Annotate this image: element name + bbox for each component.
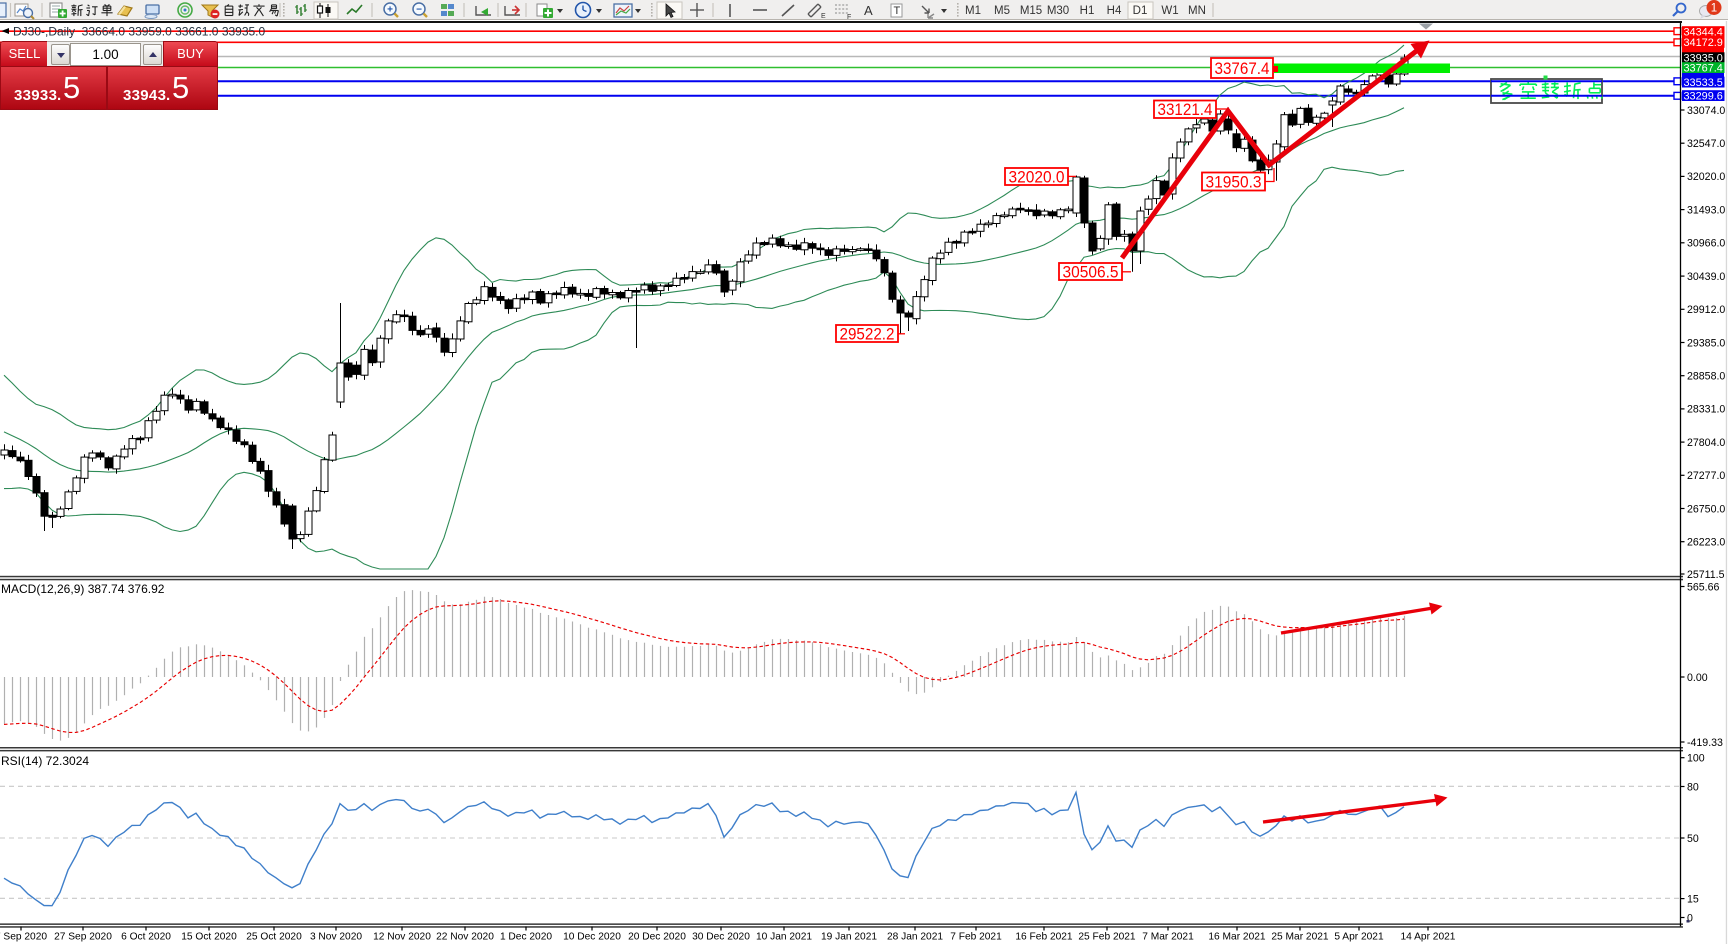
svg-text:20 Dec 2020: 20 Dec 2020: [628, 932, 686, 943]
svg-text:25711.5: 25711.5: [1687, 569, 1725, 581]
svg-text:7 Mar 2021: 7 Mar 2021: [1142, 932, 1194, 943]
svg-text:32020.0: 32020.0: [1687, 171, 1725, 183]
svg-text:3 Nov 2020: 3 Nov 2020: [310, 932, 362, 943]
svg-text:33074.0: 33074.0: [1687, 105, 1725, 117]
svg-text:M1: M1: [965, 5, 981, 17]
svg-text:29522.2: 29522.2: [840, 325, 895, 343]
svg-text:15: 15: [1687, 893, 1699, 905]
svg-text:0.00: 0.00: [1687, 672, 1708, 684]
svg-text:16 Mar 2021: 16 Mar 2021: [1208, 932, 1266, 943]
svg-text:32020.0: 32020.0: [1009, 168, 1065, 186]
svg-text:T: T: [894, 5, 901, 17]
svg-text:33121.4: 33121.4: [1158, 101, 1213, 119]
svg-text:5 Apr 2021: 5 Apr 2021: [1334, 932, 1384, 943]
svg-text:27277.0: 27277.0: [1687, 470, 1725, 482]
svg-text:14 Apr 2021: 14 Apr 2021: [1401, 932, 1456, 943]
svg-text:30 Dec 2020: 30 Dec 2020: [692, 932, 750, 943]
svg-text:1: 1: [1711, 3, 1717, 15]
svg-text:33299.6: 33299.6: [1684, 90, 1723, 102]
svg-text:33767.4: 33767.4: [1215, 60, 1270, 78]
svg-text:32547.0: 32547.0: [1687, 138, 1725, 150]
svg-text:31493.0: 31493.0: [1687, 204, 1725, 216]
svg-text:W1: W1: [1161, 5, 1178, 17]
svg-text:26750.0: 26750.0: [1687, 503, 1725, 515]
svg-text:34172.9: 34172.9: [1684, 37, 1723, 49]
svg-text:30506.5: 30506.5: [1063, 263, 1119, 281]
svg-text:50: 50: [1687, 833, 1699, 845]
svg-text:RSI(14) 72.3024: RSI(14) 72.3024: [1, 754, 89, 768]
svg-text:16 Feb 2021: 16 Feb 2021: [1015, 932, 1073, 943]
svg-text:100: 100: [1687, 753, 1705, 765]
svg-text:M5: M5: [994, 5, 1010, 17]
svg-text:-419.33: -419.33: [1687, 737, 1723, 749]
svg-text:25 Mar 2021: 25 Mar 2021: [1271, 932, 1329, 943]
svg-text:22 Nov 2020: 22 Nov 2020: [436, 932, 494, 943]
svg-text:33767.4: 33767.4: [1684, 62, 1723, 74]
svg-text:1 Dec 2020: 1 Dec 2020: [500, 932, 552, 943]
svg-text:15 Oct 2020: 15 Oct 2020: [181, 932, 237, 943]
svg-text:7 Sep 2020: 7 Sep 2020: [0, 932, 47, 943]
svg-text:MACD(12,26,9) 387.74 376.92: MACD(12,26,9) 387.74 376.92: [1, 582, 165, 596]
svg-text:H1: H1: [1080, 5, 1095, 17]
svg-text:29912.0: 29912.0: [1687, 304, 1725, 316]
svg-text:M15: M15: [1020, 5, 1042, 17]
svg-text:0: 0: [1687, 912, 1693, 924]
svg-text:29385.0: 29385.0: [1687, 337, 1725, 349]
svg-text:12 Nov 2020: 12 Nov 2020: [373, 932, 431, 943]
svg-text:A: A: [864, 3, 873, 18]
svg-text:28331.0: 28331.0: [1687, 404, 1725, 416]
svg-text:6 Oct 2020: 6 Oct 2020: [121, 932, 171, 943]
svg-text:33935.0: 33935.0: [1684, 53, 1723, 65]
svg-text:33533.5: 33533.5: [1684, 77, 1723, 89]
svg-text:MN: MN: [1188, 5, 1206, 17]
svg-text:27804.0: 27804.0: [1687, 437, 1725, 449]
svg-text:80: 80: [1687, 781, 1699, 793]
svg-text:27 Sep 2020: 27 Sep 2020: [54, 932, 112, 943]
svg-text:10 Dec 2020: 10 Dec 2020: [563, 932, 621, 943]
svg-text:E: E: [821, 13, 826, 20]
svg-text:30439.0: 30439.0: [1687, 271, 1725, 283]
svg-text:7 Feb 2021: 7 Feb 2021: [950, 932, 1002, 943]
svg-text:28858.0: 28858.0: [1687, 371, 1725, 383]
svg-text:D1: D1: [1133, 5, 1148, 17]
svg-text:19 Jan 2021: 19 Jan 2021: [821, 932, 877, 943]
svg-text:31950.3: 31950.3: [1206, 173, 1262, 191]
svg-text:H4: H4: [1107, 5, 1122, 17]
svg-text:F: F: [847, 14, 851, 21]
svg-text:10 Jan 2021: 10 Jan 2021: [756, 932, 812, 943]
svg-text:34344.4: 34344.4: [1684, 26, 1723, 38]
svg-text:−: −: [416, 5, 422, 16]
svg-text:28 Jan 2021: 28 Jan 2021: [887, 932, 943, 943]
svg-text:25 Feb 2021: 25 Feb 2021: [1078, 932, 1136, 943]
svg-text:M30: M30: [1047, 5, 1069, 17]
svg-text:26223.0: 26223.0: [1687, 537, 1725, 549]
svg-text:565.66: 565.66: [1687, 581, 1720, 593]
svg-text:25 Oct 2020: 25 Oct 2020: [246, 932, 302, 943]
svg-text:DJ30-,Daily 33664.0 33959.0 3: DJ30-,Daily 33664.0 33959.0 33661.0 3393…: [13, 25, 266, 39]
svg-text:30966.0: 30966.0: [1687, 238, 1725, 250]
svg-text:+: +: [387, 5, 393, 16]
